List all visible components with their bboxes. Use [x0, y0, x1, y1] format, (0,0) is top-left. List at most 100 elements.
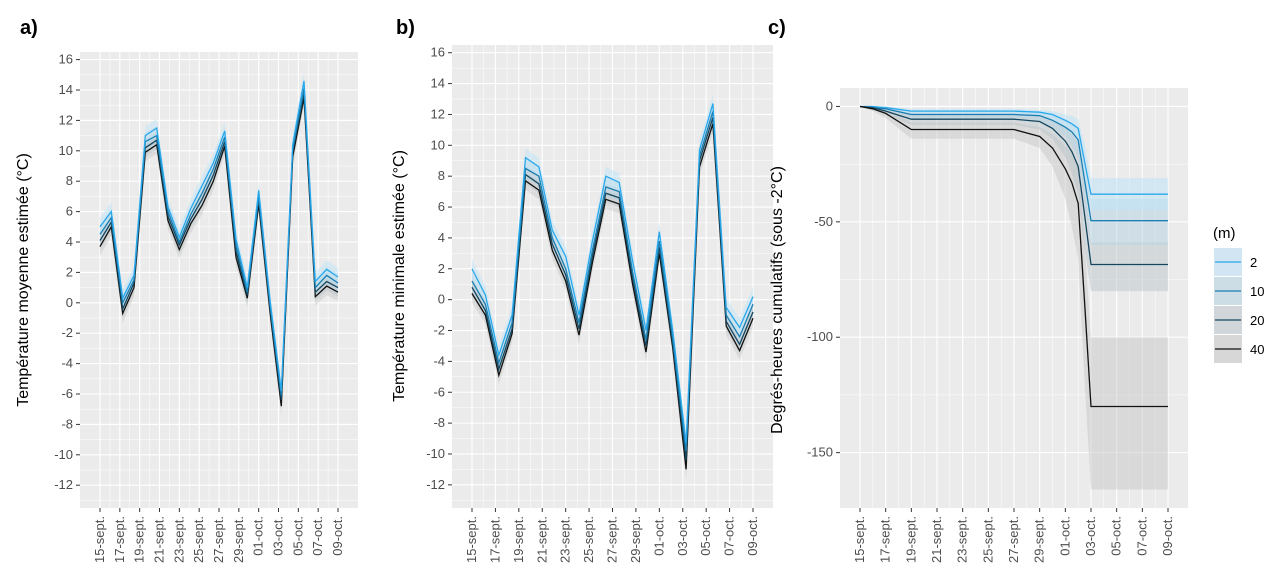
- x-tick-label: 01-oct.: [651, 516, 666, 556]
- x-tick-label: 05-oct.: [698, 516, 713, 556]
- x-tick-label: 21-sept.: [534, 516, 549, 563]
- confidence-band-2m: [860, 106, 1168, 211]
- y-tick-label: 8: [438, 168, 445, 183]
- y-tick-label: 6: [438, 199, 445, 214]
- y-tick-label: -100: [807, 329, 833, 344]
- x-tick-label: 03-oct.: [675, 516, 690, 556]
- series-line-2m: [471, 103, 754, 444]
- x-tick-label: 15-sept.: [92, 516, 107, 563]
- series-line-2m: [99, 80, 339, 392]
- x-tick-label: 07-oct.: [310, 516, 325, 556]
- x-tick-label: 17-sept.: [878, 516, 893, 563]
- x-tick-label: 25-sept.: [581, 516, 596, 563]
- panel-label: c): [768, 17, 786, 39]
- y-tick-label: 10: [59, 143, 73, 158]
- x-tick-label: 23-sept.: [558, 516, 573, 563]
- y-tick-label: -12: [54, 477, 73, 492]
- x-tick-label: 27-sept.: [211, 516, 226, 563]
- y-tick-label: 0: [66, 295, 73, 310]
- y-tick-label: -150: [807, 445, 833, 460]
- x-tick-label: 23-sept.: [955, 516, 970, 563]
- x-tick-label: 25-sept.: [980, 516, 995, 563]
- y-tick-label: -10: [54, 447, 73, 462]
- x-tick-label: 17-sept.: [487, 516, 502, 563]
- legend-label-2: 2: [1250, 255, 1257, 270]
- x-tick-label: 05-oct.: [1109, 516, 1124, 556]
- y-tick-label: -2: [61, 325, 73, 340]
- x-tick-label: 29-sept.: [1032, 516, 1047, 563]
- series-line-40m: [859, 105, 1168, 408]
- y-tick-label: 12: [59, 112, 73, 127]
- x-tick-label: 07-oct.: [722, 516, 737, 556]
- y-axis-title: Degrés-heures cumulatifs (sous -2°C): [769, 166, 786, 434]
- y-tick-label: 2: [66, 264, 73, 279]
- y-axis-title: Température minimale estimée (°C): [391, 150, 408, 402]
- y-axis-title: Température moyenne estimée (°C): [15, 153, 32, 407]
- x-tick-label: 21-sept.: [152, 516, 167, 563]
- y-tick-label: 12: [431, 106, 445, 121]
- x-tick-label: 03-oct.: [1083, 516, 1098, 556]
- series-line-10m: [859, 105, 1168, 222]
- x-tick-label: 27-sept.: [605, 516, 620, 563]
- series-line-10m: [471, 111, 754, 451]
- panel-a: a) 16 14 12 10 8 6 4 2 0 -2 -4 -6 -8 -10 -12 15-sept. 17-…: [15, 17, 358, 563]
- confidence-band-20m: [860, 106, 1168, 292]
- legend-label-20: 20: [1250, 313, 1264, 328]
- x-tick-label: 15-sept.: [464, 516, 479, 563]
- x-tick-label: 21-sept.: [929, 516, 944, 563]
- y-tick-label: 16: [59, 52, 73, 67]
- x-tick-label: 17-sept.: [112, 516, 127, 563]
- y-tick-label: -2: [433, 323, 445, 338]
- series-line-2m: [860, 105, 1168, 195]
- x-tick-label: 15-sept.: [852, 516, 867, 563]
- legend: (m) 2 10 20 40: [1213, 225, 1264, 363]
- y-tick-label: 6: [66, 204, 73, 219]
- legend-title: (m): [1213, 225, 1236, 242]
- y-tick-label: 16: [431, 45, 445, 60]
- x-tick-label: 29-sept.: [628, 516, 643, 563]
- legend-label-10: 10: [1250, 284, 1264, 299]
- x-tick-label: 07-oct.: [1134, 516, 1149, 556]
- x-tick-label: 29-sept.: [231, 516, 246, 563]
- x-tick-label: 09-oct.: [330, 516, 345, 556]
- panel-label: a): [20, 17, 38, 39]
- confidence-band-40m: [100, 88, 338, 416]
- y-tick-label: -10: [426, 446, 445, 461]
- x-tick-label: 25-sept.: [191, 516, 206, 563]
- panel-label: b): [396, 17, 415, 39]
- y-tick-label: 2: [438, 261, 445, 276]
- y-tick-label: 4: [438, 230, 445, 245]
- x-tick-label: 19-sept.: [511, 516, 526, 563]
- x-tick-label: 19-sept.: [132, 516, 147, 563]
- y-tick-label: 8: [66, 173, 73, 188]
- confidence-band-40m: [860, 106, 1168, 490]
- x-tick-label: 01-oct.: [251, 516, 266, 556]
- y-tick-label: 0: [826, 98, 833, 113]
- x-tick-label: 03-oct.: [271, 516, 286, 556]
- x-tick-label: 01-oct.: [1057, 516, 1072, 556]
- x-tick-label: 09-oct.: [745, 516, 760, 556]
- x-tick-label: 27-sept.: [1006, 516, 1021, 563]
- y-tick-label: 14: [59, 82, 73, 97]
- y-tick-label: 4: [66, 234, 73, 249]
- y-tick-label: 14: [431, 76, 445, 91]
- x-tick-label: 05-oct.: [290, 516, 305, 556]
- y-tick-label: 0: [438, 292, 445, 307]
- x-tick-label: 23-sept.: [171, 516, 186, 563]
- y-tick-label: -8: [433, 415, 445, 430]
- y-tick-label: 10: [431, 137, 445, 152]
- x-tick-label: 09-oct.: [1160, 516, 1175, 556]
- y-tick-label: -4: [433, 353, 445, 368]
- y-tick-label: -12: [426, 477, 445, 492]
- x-tick-label: 19-sept.: [903, 516, 918, 563]
- y-tick-label: -6: [433, 384, 445, 399]
- y-tick-label: -6: [61, 386, 73, 401]
- y-tick-label: -4: [61, 356, 73, 371]
- y-tick-label: -8: [61, 416, 73, 431]
- series-line-20m: [859, 105, 1168, 266]
- legend-label-40: 40: [1250, 342, 1264, 357]
- y-tick-label: -50: [814, 214, 833, 229]
- panel-b: b) 16 14 12 10 8 6 4 2 0 -2 -4 -6 -8 -10 -12 15-sept. 17-…: [391, 17, 773, 563]
